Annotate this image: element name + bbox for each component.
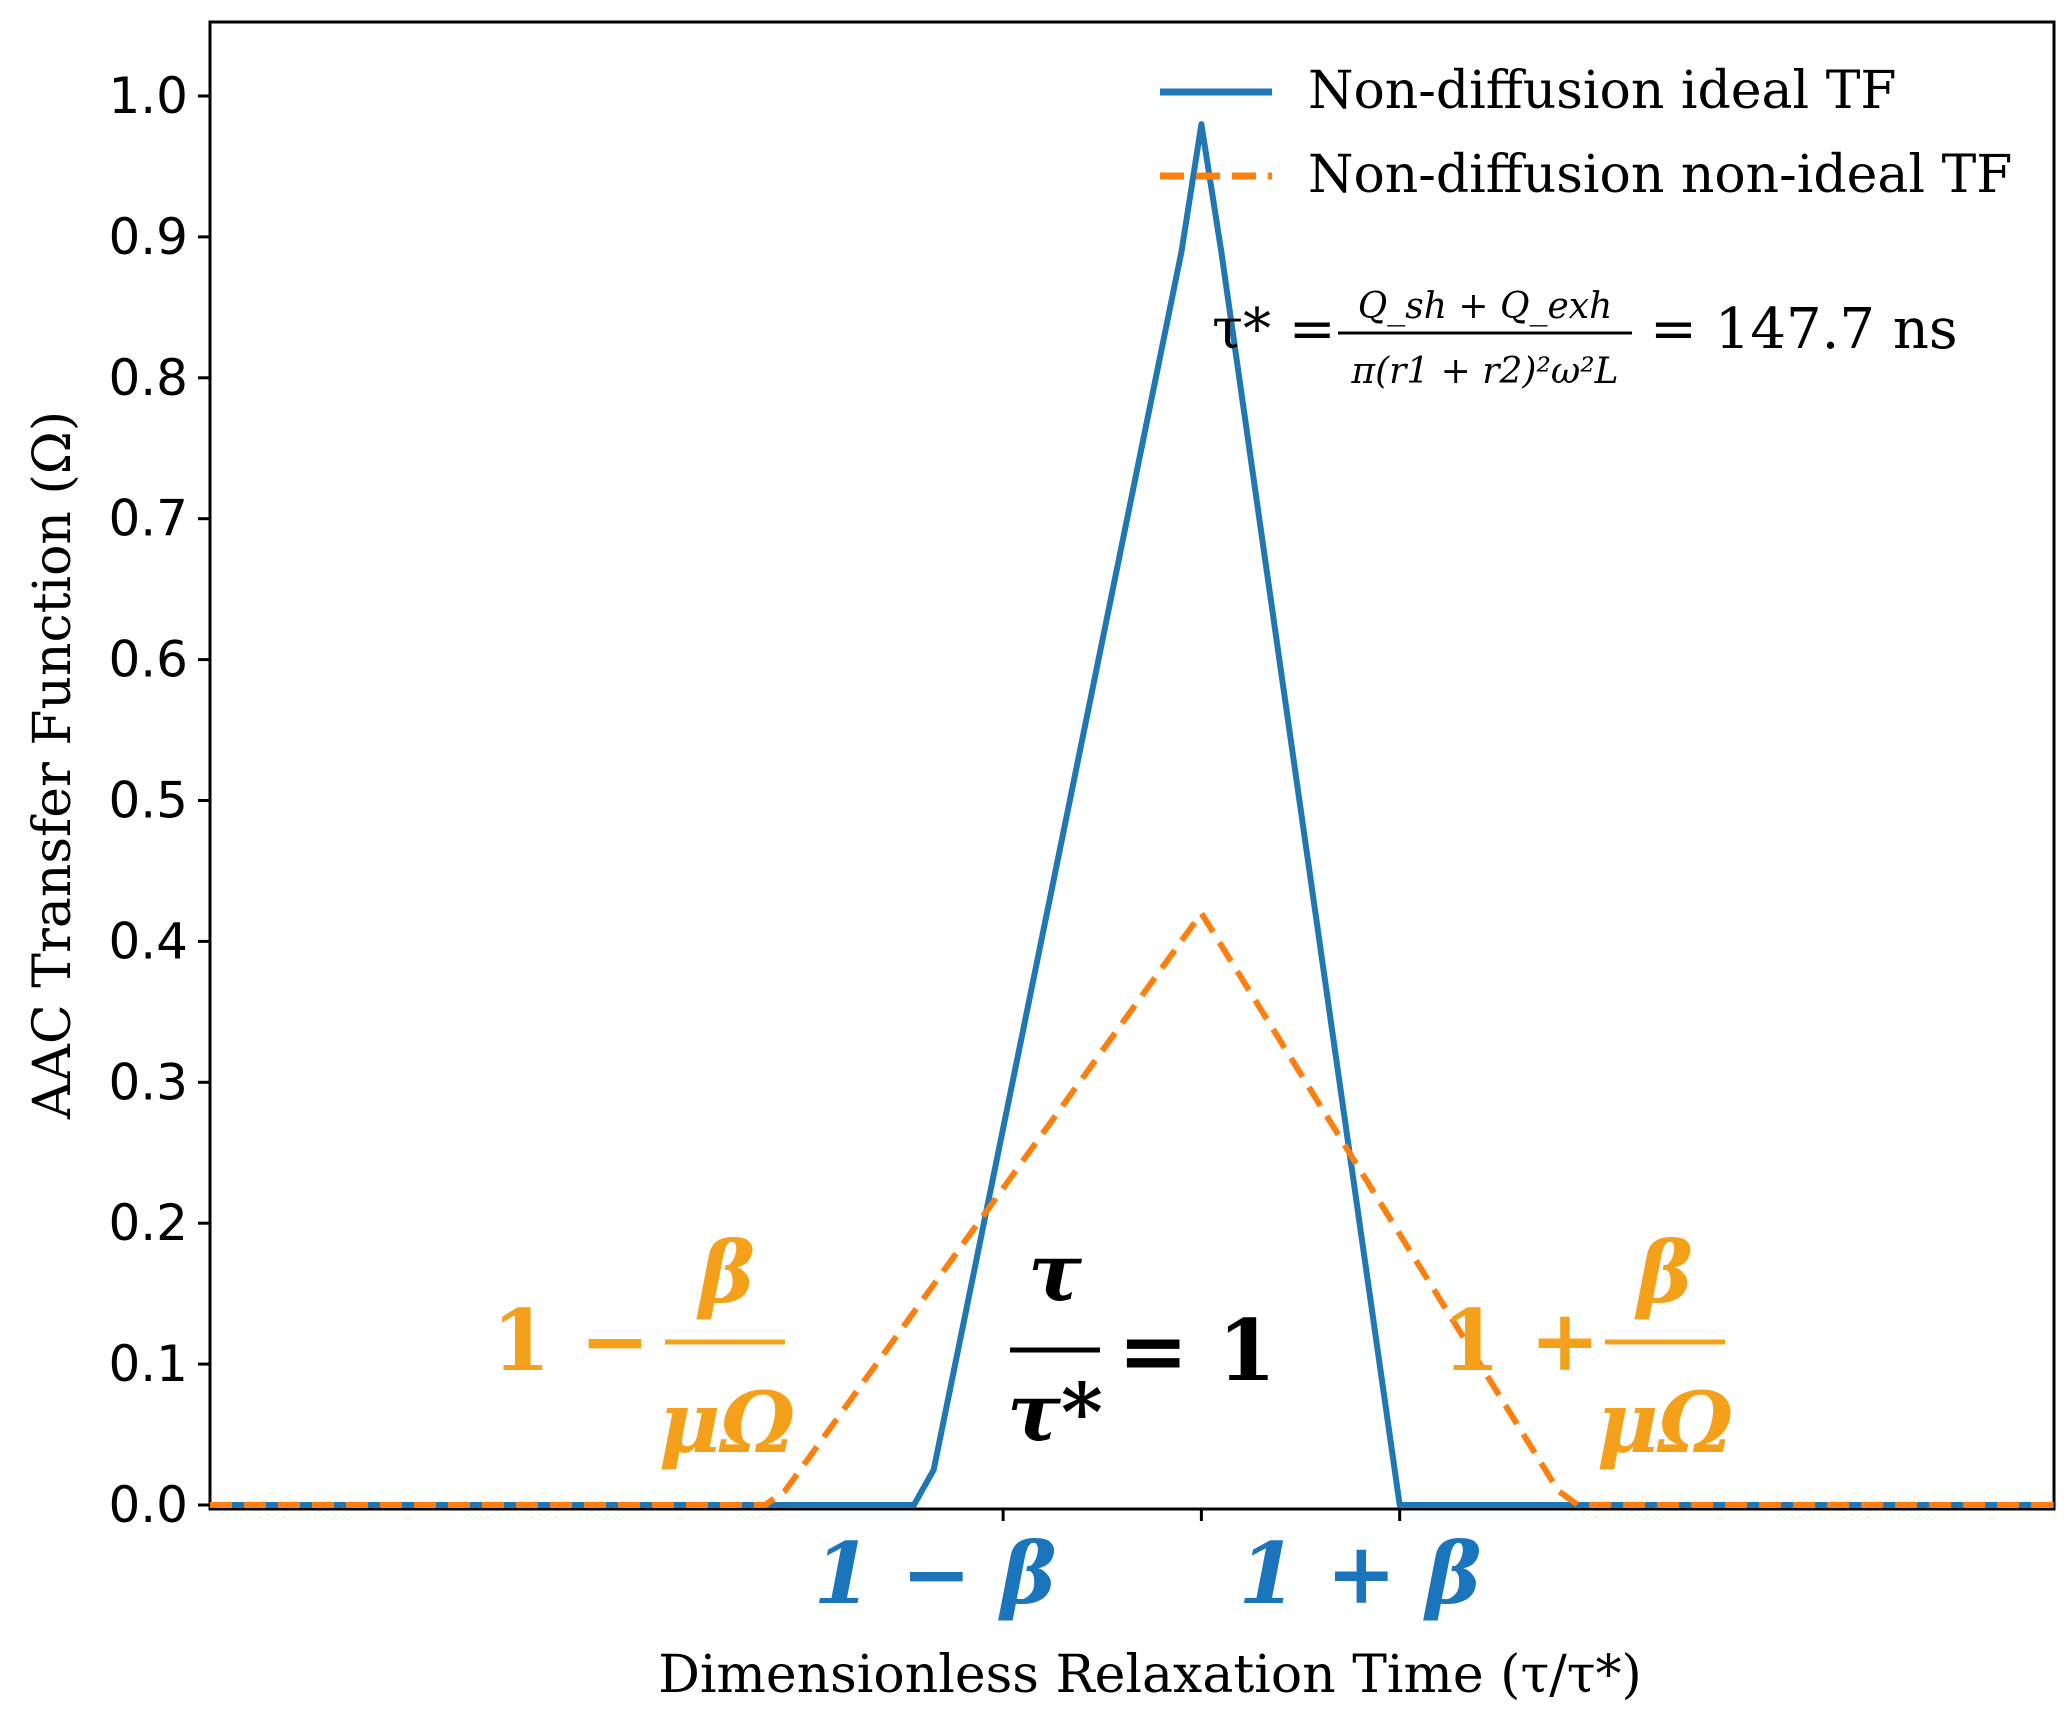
ticks-layer: 0.0 0.1 0.2 0.3 0.4 0.5 0.6 0.7 0.8 0.9 1.0 — [108, 67, 1402, 1534]
formula-numerator: Q_sh + Q_exh — [1358, 286, 1613, 327]
right-blue-annotation: 1 + β — [1238, 1524, 1481, 1623]
right-orange-numerator: β — [1634, 1223, 1693, 1322]
center-rhs: = 1 — [1118, 1301, 1276, 1400]
center-annotation: τ τ* = 1 — [1007, 1225, 1276, 1459]
legend-label-nonideal: Non-diffusion non-ideal TF — [1308, 145, 2012, 205]
series-line-ideal — [210, 121, 2054, 1508]
right-orange-prefix: 1 + — [1442, 1291, 1600, 1390]
formula-denominator: π(r1 + r2)²ω²L — [1350, 351, 1618, 392]
left-blue-annotation: 1 − β — [813, 1524, 1056, 1623]
left-orange-annotation: 1 − β μΩ — [492, 1223, 795, 1472]
y-tick-label: 0.2 — [108, 1194, 188, 1252]
y-tick-label: 0.0 — [108, 1476, 188, 1534]
y-tick-label: 0.3 — [108, 1053, 188, 1111]
legend-label-ideal: Non-diffusion ideal TF — [1308, 61, 1896, 121]
y-tick-label: 0.9 — [108, 208, 188, 266]
left-orange-denominator: μΩ — [659, 1373, 795, 1472]
y-tick-label: 0.8 — [108, 349, 188, 407]
y-tick-label: 0.6 — [108, 631, 188, 689]
formula-lhs: τ* = — [1212, 297, 1336, 362]
series-line-nonideal — [210, 910, 2054, 1508]
formula-annotation: τ* = Q_sh + Q_exh π(r1 + r2)²ω²L = 147.7… — [1212, 286, 1958, 392]
center-numerator: τ — [1028, 1225, 1082, 1319]
left-orange-prefix: 1 − — [492, 1291, 650, 1390]
right-orange-denominator: μΩ — [1597, 1373, 1733, 1472]
y-tick-label: 1.0 — [108, 67, 188, 125]
formula-rhs: = 147.7 ns — [1650, 297, 1958, 362]
x-axis-title: Dimensionless Relaxation Time (τ/τ*) — [658, 1645, 1642, 1705]
right-orange-annotation: 1 + β μΩ — [1442, 1223, 1733, 1472]
y-tick-label: 0.4 — [108, 912, 188, 970]
y-tick-label: 0.7 — [108, 490, 188, 548]
left-orange-numerator: β — [696, 1223, 755, 1322]
series-layer — [210, 121, 2054, 1508]
legend: Non-diffusion ideal TF Non-diffusion non… — [1160, 61, 2012, 205]
center-denominator: τ* — [1007, 1365, 1103, 1459]
plot-frame — [208, 20, 2056, 1511]
y-tick-label: 0.5 — [108, 772, 188, 830]
y-axis-title: AAC Transfer Function (Ω) — [23, 411, 83, 1120]
y-tick-label: 0.1 — [108, 1335, 188, 1393]
